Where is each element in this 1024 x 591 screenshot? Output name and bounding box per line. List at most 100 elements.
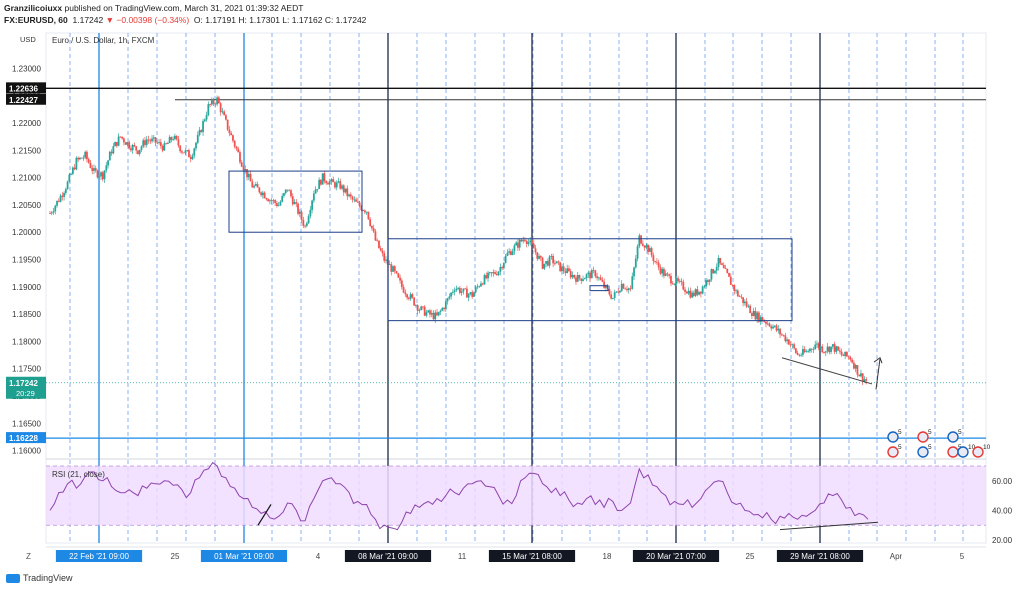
candle [212,97,215,107]
candle [152,134,155,142]
candle [687,287,690,296]
candle-body [488,272,491,274]
candle [376,238,379,242]
range-box-1 [228,170,363,233]
candle-body [130,148,132,151]
candle-body [768,323,771,327]
up-arrow-icon [875,358,881,390]
price-tick-label: 1.17500 [12,365,41,374]
candle-body [441,308,444,311]
candle [122,137,125,146]
candle [314,186,317,194]
candle [622,283,625,290]
candle [172,136,175,142]
symbol-label: FX:EURUSD, 60 [4,15,68,25]
publisher-name[interactable]: Granzilicoiuxx [4,3,63,13]
price-tick-label: 1.21500 [12,146,41,155]
candle-body [126,142,129,145]
candle [140,145,143,152]
candle-body [247,173,250,178]
candle-body [297,203,299,214]
candle-body [50,212,53,214]
candle [728,272,730,277]
candle-body [363,210,366,213]
candle [698,291,701,296]
candle-body [490,272,493,274]
candle [184,148,187,156]
candle [232,134,234,143]
candle-body [506,252,509,256]
candle [75,156,78,171]
candle-body [661,268,664,274]
candle-body [575,277,577,282]
candle [335,180,338,191]
candle [573,274,576,280]
candle-body [685,291,688,294]
footer-brand[interactable]: TradingView [23,573,73,583]
candle-body [430,312,433,315]
candle-body [68,174,71,182]
candle-body [154,137,157,143]
price-tick-label: 1.18000 [12,337,41,346]
candle-body [210,99,213,105]
candle-body [773,325,776,327]
candle [656,258,658,265]
candle-body [217,97,220,104]
candle-body [670,275,672,284]
candle [182,152,185,154]
candle [328,178,331,188]
candle-body [687,290,690,294]
candle-body [541,257,544,269]
candle-body [79,157,81,160]
candle [640,234,642,245]
candle-body [854,365,857,369]
candle-body [596,276,598,278]
candle [87,157,90,164]
candle-body [281,195,284,202]
candle [805,349,808,353]
candle-body [446,298,449,302]
candle [425,309,428,318]
candle [173,133,176,141]
candle [527,239,530,247]
badge-level-top-bg [6,82,46,94]
candle [511,248,514,256]
candle [578,274,581,281]
candle-body [566,268,569,274]
candle [594,269,597,279]
candle-body [779,328,781,335]
price-tick-label: 1.19500 [12,256,41,265]
candle [379,245,382,252]
candle [214,102,217,108]
candle [541,256,544,270]
candle [71,166,74,176]
candle-body [835,346,838,352]
candle-body [810,348,813,350]
candle [138,149,141,157]
candle [260,191,262,198]
candle-body [636,246,639,259]
candle [249,170,252,182]
candle [532,239,535,249]
candle-body [144,140,146,145]
candle-body [828,346,831,353]
candle [439,309,442,316]
candle-body [590,270,593,279]
candle-body [332,179,335,183]
candle [648,245,651,252]
candle [254,181,257,187]
candle-body [212,99,215,104]
candle-body [524,239,526,241]
candle [580,278,583,285]
candle [865,377,868,385]
candle [284,189,287,195]
candle [571,271,574,280]
candle [643,245,646,251]
candle [443,306,445,312]
event-count: 5 [958,429,962,436]
candle [59,193,62,203]
candle-body [165,143,168,145]
candle-body [96,170,99,178]
candle [54,204,57,215]
